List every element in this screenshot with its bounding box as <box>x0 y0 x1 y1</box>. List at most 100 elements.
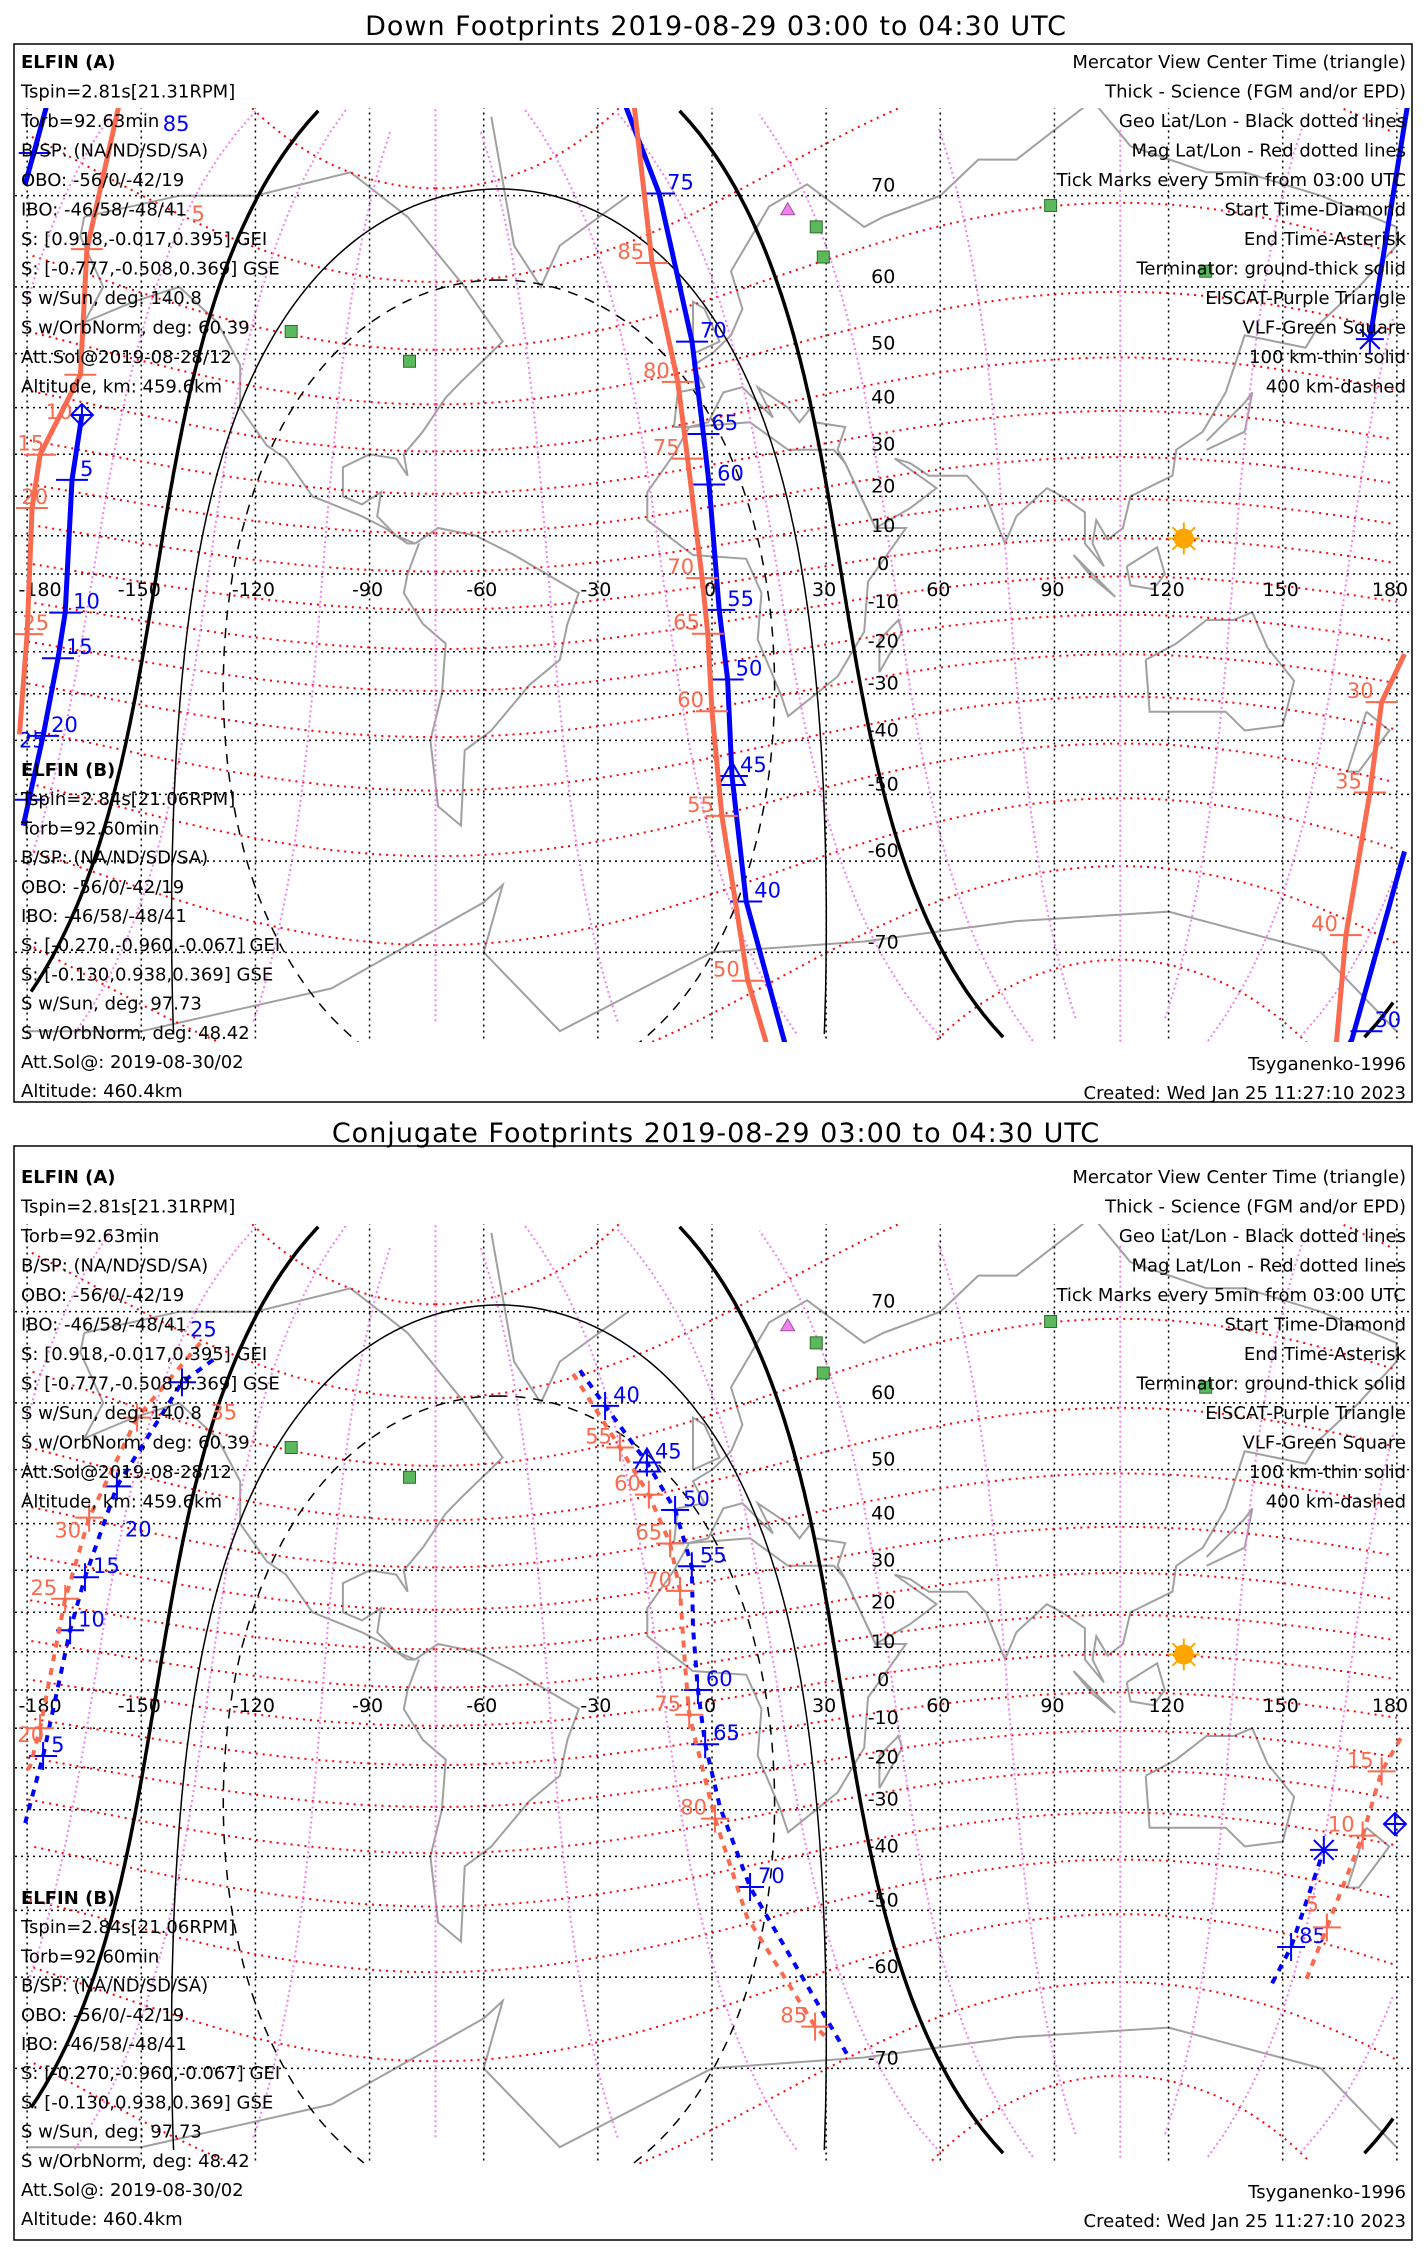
elfin-b-info-line: S: [-0.130,0.938,0.369] GSE <box>21 964 273 985</box>
tick-label: 15 <box>1347 1748 1374 1772</box>
elfin-a-info-line: Altitude, km: 459.6km <box>21 377 222 398</box>
lat-label: -10 <box>868 1707 899 1729</box>
coastline-britain <box>692 1415 721 1471</box>
lat-label: -70 <box>868 931 899 953</box>
eiscat-triangle-icon <box>779 1317 796 1332</box>
tick-label: 10 <box>78 1607 105 1631</box>
mag-lat-line <box>29 1858 1393 1974</box>
mag-lat-line <box>931 2074 1310 2162</box>
mag-lat-line <box>27 613 1391 692</box>
mag-lat-line <box>28 1406 1391 1522</box>
tick-label: 80 <box>643 359 670 383</box>
coastline-greenland <box>490 1232 629 1405</box>
end-asterisk-icon <box>1309 1835 1338 1864</box>
lon-label: 180 <box>1372 1695 1408 1717</box>
lat-label: -50 <box>868 1889 899 1911</box>
panel-title: Conjugate Footprints 2019-08-29 03:00 to… <box>332 1118 1100 1149</box>
elfin-a-name: ELFIN (A) <box>21 1167 115 1188</box>
panel-down-footprints: Down Footprints 2019-08-29 03:00 to 04:3… <box>13 11 1413 1104</box>
legend: Mercator View Center Time (triangle) Thic… <box>1055 1167 1406 1513</box>
tick-label: 50 <box>683 1487 710 1511</box>
terminator-400km <box>222 279 776 1042</box>
lat-label: 60 <box>871 1382 895 1404</box>
mag-lat-line <box>30 456 1393 535</box>
tick-label: 5 <box>1305 1892 1318 1916</box>
legend-item: 100 km-thin solid <box>1249 347 1406 368</box>
elfin-b-info-line: S w/OrbNorm, deg: 48.42 <box>21 1023 250 1044</box>
sun-disc <box>1173 528 1194 549</box>
legend-item: VLF-Green Square <box>1243 1433 1406 1454</box>
vlf-square-icon <box>1044 1314 1058 1328</box>
tick-label: 35 <box>1335 770 1362 794</box>
mag-lon-line <box>73 108 349 1034</box>
lon-label: 120 <box>1148 579 1184 601</box>
tick-label: 30 <box>54 1519 81 1543</box>
track-line <box>578 1369 849 2056</box>
created-timestamp: Created: Wed Jan 25 11:27:10 2023 <box>1084 2211 1406 2232</box>
legend-item: EISCAT-Purple Triangle <box>1205 1403 1406 1424</box>
coastline-south-america <box>402 1642 581 1944</box>
elfin-a-info-line: IBO: -46/58/-48/41 <box>21 1315 187 1336</box>
lon-label: -180 <box>18 579 61 601</box>
lon-label: 30 <box>812 1695 836 1717</box>
tick-label: 20 <box>17 1723 44 1747</box>
panel-title: Down Footprints 2019-08-29 03:00 to 04:3… <box>365 11 1067 42</box>
track-line <box>23 1358 215 1824</box>
elfin-b-info-line: Altitude: 460.4km <box>21 1081 183 1102</box>
lon-label: -150 <box>118 579 161 601</box>
tick-label: 20 <box>51 713 78 737</box>
mag-lat-line <box>250 1224 621 1306</box>
lat-label: -40 <box>868 1835 899 1857</box>
legend-item: End Time-Asterisk <box>1244 1344 1407 1365</box>
coastline-borneo <box>1125 545 1166 591</box>
tick-label: 45 <box>740 753 767 777</box>
mag-lat-line <box>31 1472 1394 1569</box>
start-diamond-icon <box>1382 1811 1408 1837</box>
elfin-b-info-line: S w/Sun, deg: 97.73 <box>21 2122 202 2143</box>
coastline-madagascar <box>878 618 904 673</box>
lon-label: -90 <box>352 1695 383 1717</box>
mag-lon-line <box>522 108 798 1034</box>
tick-label: 35 <box>210 1401 237 1425</box>
tick-label: 25 <box>190 1317 217 1341</box>
tick-label: 10 <box>46 400 73 424</box>
lon-label: 60 <box>926 579 950 601</box>
track-line <box>571 1372 828 2039</box>
lon-label: -90 <box>352 579 383 601</box>
tick-label: 40 <box>613 1383 640 1407</box>
vlf-square-icon <box>403 1470 417 1484</box>
mag-lat-line <box>34 1691 1397 1767</box>
elfin-b-info-line: B/SP: (NA/ND/SD/SA) <box>21 1976 208 1997</box>
lat-label: 20 <box>871 1591 895 1613</box>
lon-label: 60 <box>926 1695 950 1717</box>
coastline-new-zealand <box>1346 1826 1391 1889</box>
mag-lat-line <box>34 575 1397 651</box>
vlf-square-icon <box>809 1336 823 1350</box>
elfin-b-name: ELFIN (B) <box>21 760 115 781</box>
elfin-a-info-line: S w/OrbNorm, deg: 60.39 <box>21 318 250 339</box>
center-time-triangle-icon <box>632 1446 662 1473</box>
legend-item: Terminator: ground-thick solid <box>1135 1374 1406 1395</box>
track-line <box>22 108 49 185</box>
tick-label: 50 <box>713 958 740 982</box>
lat-label: 30 <box>871 1549 895 1571</box>
eiscat-triangle-icon <box>773 93 787 105</box>
elfin-b-info-line: B/SP: (NA/ND/SD/SA) <box>21 848 208 869</box>
lat-label: -70 <box>868 2047 899 2069</box>
mag-lat-line <box>32 537 1396 611</box>
tick-label: 5 <box>191 202 204 226</box>
coastline-eurasia <box>673 108 1398 568</box>
vlf-square-icon <box>1199 264 1213 278</box>
tick-label: 85 <box>780 2004 807 2028</box>
model-name: Tsyganenko-1996 <box>1247 1054 1406 1075</box>
elfin-a-info-line: S w/Sun, deg: 140.8 <box>21 1403 202 1424</box>
lat-label: 20 <box>871 475 895 497</box>
legend-item: End Time-Asterisk <box>1244 229 1407 250</box>
elfin-a-info-line: Torb=92.63min <box>20 1226 159 1247</box>
legend-item: VLF-Green Square <box>1243 318 1406 339</box>
elfin-b-info: ELFIN (B) Tspin=2.84s[21.06RPM] Torb=92.60… <box>20 1888 280 2230</box>
mag-lat-line <box>33 865 1398 1042</box>
lon-label: 150 <box>1263 1695 1299 1717</box>
elfin-b-info-line: Att.Sol@: 2019-08-30/02 <box>21 2180 244 2201</box>
